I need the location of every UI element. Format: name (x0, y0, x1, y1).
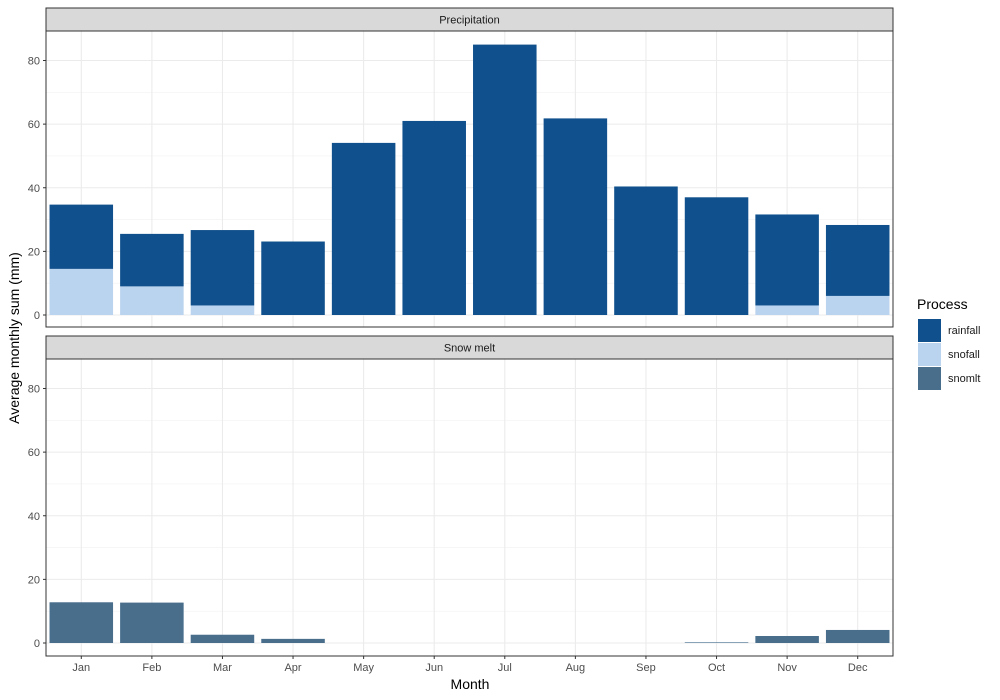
legend-label-snomlt: snomlt (948, 373, 980, 385)
x-tick-label: Sep (636, 662, 656, 674)
bar-rainfall-may (331, 142, 396, 315)
bar-rainfall-sep (614, 186, 678, 315)
bar-snomlt-mar (190, 634, 255, 643)
panel-border (45, 30, 894, 328)
bar-snofall-feb (120, 286, 184, 315)
bar-rainfall-oct (684, 197, 749, 315)
y-tick-label: 20 (28, 574, 40, 586)
x-axis-title: Month (451, 676, 490, 692)
y-tick-label: 60 (28, 447, 40, 459)
y-tick-label: 80 (28, 384, 40, 396)
x-tick-label: May (353, 662, 374, 674)
x-tick-label: Feb (142, 662, 161, 674)
bar-rainfall-feb (120, 233, 184, 287)
x-tick-label: Oct (708, 662, 725, 674)
legend-key-snofall (918, 343, 941, 366)
y-tick-label: 20 (28, 246, 40, 258)
facet-strip-label: Precipitation (439, 15, 500, 27)
y-tick-label: 0 (34, 638, 40, 650)
legend-label-snofall: snofall (948, 349, 980, 361)
x-tick-label: Jan (72, 662, 90, 674)
bar-snomlt-nov (755, 636, 819, 643)
bar-rainfall-apr (261, 241, 325, 315)
x-tick-label: Aug (566, 662, 586, 674)
bar-rainfall-jan (49, 204, 114, 269)
legend-key-snomlt (918, 367, 941, 390)
legend-label-rainfall: rainfall (948, 325, 980, 337)
bar-snomlt-apr (261, 638, 325, 643)
bar-rainfall-dec (825, 224, 890, 296)
bar-snomlt-feb (120, 602, 184, 643)
bar-snomlt-oct (684, 642, 749, 643)
x-tick-label: Apr (284, 662, 301, 674)
x-tick-label: Jun (425, 662, 443, 674)
facet-strip-label: Snow melt (444, 343, 495, 355)
panel-snow-melt: Snow melt 0 20 40 60 80 (28, 335, 894, 657)
y-tick-label: 40 (28, 183, 40, 195)
bar-rainfall-nov (755, 214, 819, 306)
x-tick-label: Jul (498, 662, 512, 674)
bar-snofall-nov (755, 305, 819, 315)
bar-rainfall-jul (473, 44, 537, 315)
x-axis: Jan Feb Mar Apr May Jun Jul Aug Sep Oct Nov Dec (72, 656, 868, 674)
bar-rainfall-aug (543, 118, 608, 316)
panel-precipitation: Precipitation 0 20 40 60 80 (28, 7, 894, 328)
y-tick-label: 60 (28, 119, 40, 131)
bar-rainfall-jun (402, 120, 466, 315)
bar-snofall-jan (49, 268, 114, 315)
bar-snomlt-jan (49, 602, 114, 643)
panel-background (46, 31, 893, 327)
bar-rainfall-mar (190, 230, 255, 306)
x-tick-label: Nov (777, 662, 797, 674)
bar-snofall-dec (825, 295, 890, 315)
x-tick-label: Mar (213, 662, 232, 674)
y-tick-label: 0 (34, 310, 40, 322)
legend-key-rainfall (918, 319, 941, 342)
y-axis-title: Average monthly sum (mm) (6, 252, 22, 424)
bar-snofall-mar (190, 305, 255, 315)
y-tick-label: 80 (28, 56, 40, 68)
y-tick-label: 40 (28, 511, 40, 523)
panel-background (46, 359, 893, 656)
legend-title: Process (917, 296, 968, 312)
panel-border (45, 358, 894, 657)
bar-snomlt-dec (825, 629, 890, 643)
legend: Process rainfall snofall snomlt (917, 296, 980, 390)
x-tick-label: Dec (848, 662, 868, 674)
